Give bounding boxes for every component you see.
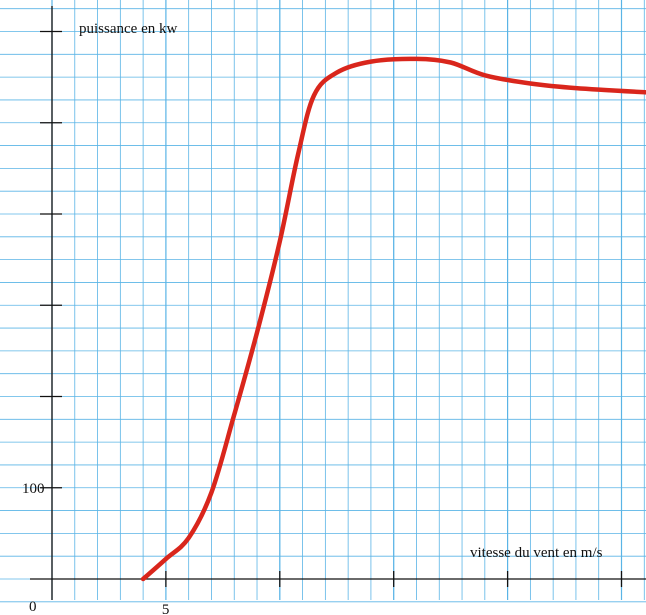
tick-labels: 5 100 [22,481,169,615]
data-point [187,536,191,540]
y-tick-label: 100 [22,481,45,497]
axes [30,6,646,600]
x-axis-label: vitesse du vent en m/s [470,545,603,561]
grid-major-lines [51,0,623,600]
data-point [414,57,418,61]
x-tick-label: 5 [162,602,170,615]
data-point [164,557,168,561]
data-point [483,73,487,77]
data-point [296,153,300,157]
data-point [141,577,145,581]
origin-label: 0 [29,599,37,615]
data-point [278,239,282,243]
data-point [255,331,259,335]
data-point [574,86,578,90]
data-point [209,490,213,494]
tick-marks [40,30,623,587]
data-point [335,71,339,75]
data-point [369,60,373,64]
data-point [449,61,453,65]
data-point [232,413,236,417]
series-line-power [140,56,646,582]
data-point [528,82,532,86]
data-point [312,93,316,97]
y-axis-label: puissance en kw [79,21,177,37]
